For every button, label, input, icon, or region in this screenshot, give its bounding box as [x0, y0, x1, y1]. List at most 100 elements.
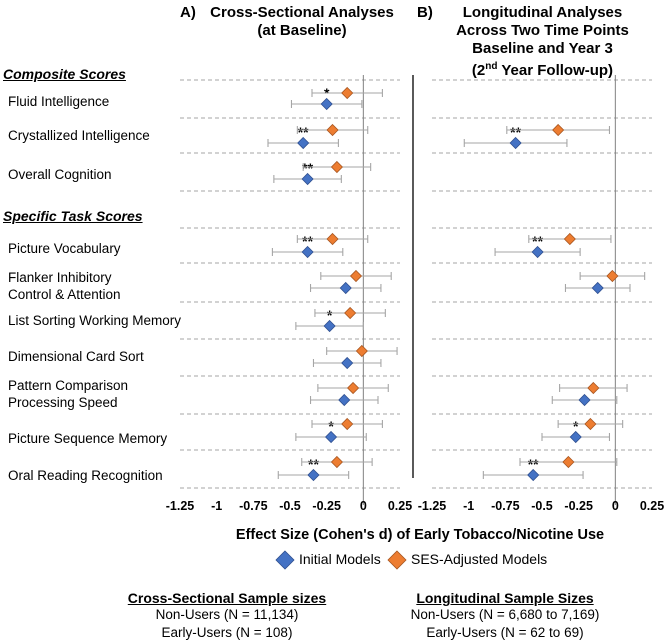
initial-model-point: [591, 281, 604, 295]
initial-model-point: [297, 136, 310, 150]
ses-model-point: [552, 123, 565, 137]
x-tick-label: -0.75: [239, 499, 268, 513]
ses-model-point: [326, 123, 339, 137]
ses-model-point: [330, 455, 343, 469]
long-sample-title: Longitudinal Sample Sizes: [416, 590, 594, 606]
significance-marker: *: [573, 418, 579, 434]
ses-model-point: [563, 232, 576, 246]
cross-sample-title: Cross-Sectional Sample sizes: [127, 590, 327, 606]
ses-model-point: [347, 381, 360, 395]
initial-model-point: [325, 430, 338, 444]
significance-marker: **: [528, 456, 539, 472]
ses-model-point: [584, 417, 597, 431]
row-label-overall: Overall Cognition: [8, 166, 112, 183]
panel-b-title-line1: Longitudinal Analyses: [462, 4, 623, 21]
row-label-text: Picture Vocabulary: [8, 241, 121, 256]
row-label-cardsort: Dimensional Card Sort: [8, 348, 144, 365]
long-early-users: Early-Users (N = 62 to 69): [426, 625, 584, 640]
x-tick-label: -1: [211, 499, 222, 513]
significance-marker: **: [308, 456, 319, 472]
x-tick-label: -0.5: [531, 499, 553, 513]
row-label-text: List Sorting Working Memory: [8, 313, 182, 328]
ses-model-point: [562, 455, 575, 469]
x-tick-label: 0.25: [640, 499, 664, 513]
initial-model-point: [509, 136, 522, 150]
panel-b-title-pre: (2: [471, 62, 486, 79]
row-label-text: Oral Reading Recognition: [8, 468, 163, 483]
ses-model-point: [587, 381, 600, 395]
x-tick-label: -0.5: [279, 499, 301, 513]
forest-plot: -1.25 -1 -0.75 -0.5 -0.25 0 0.25***********-1.…: [166, 75, 664, 513]
significance-marker: **: [302, 160, 313, 176]
initial-model-point: [307, 468, 320, 482]
row-label-text: Picture Sequence Memory: [8, 431, 168, 446]
ses-model-point: [326, 232, 339, 246]
cross-non-users: Non-Users (N = 11,134): [155, 607, 299, 622]
ses-model-point: [341, 417, 354, 431]
row-label-crystallized: Crystallized Intelligence: [8, 127, 150, 144]
x-tick-label: -1.25: [166, 499, 195, 513]
initial-model-point: [301, 172, 314, 186]
ses-model-point: [349, 269, 363, 283]
row-label-oral: Oral Reading Recognition: [8, 467, 163, 484]
row-label-text: Crystallized Intelligence: [8, 128, 150, 143]
row-label-text: Dimensional Card Sort: [8, 349, 144, 364]
initial-model-point: [339, 281, 352, 295]
panel-b-letter: B): [417, 4, 433, 21]
ses-model-point: [341, 86, 354, 100]
significance-marker: **: [298, 124, 309, 140]
row-label-text: Processing Speed: [8, 395, 118, 410]
x-tick-label: -0.25: [564, 499, 593, 513]
section-composite: Composite Scores: [3, 66, 126, 82]
initial-model-point: [531, 245, 544, 259]
panel-b-title-sup: nd: [485, 61, 498, 72]
legend-ses-label: SES-Adjusted Models: [411, 551, 548, 567]
x-tick-label: -1: [463, 499, 474, 513]
row-label-fluid: Fluid Intelligence: [8, 93, 109, 110]
panel-a-title-line1: Cross-Sectional Analyses: [210, 4, 394, 21]
row-label-pattern: Pattern Comparison Processing Speed: [8, 377, 128, 411]
panel-a-letter: A): [180, 4, 196, 21]
x-tick-label: -0.75: [491, 499, 520, 513]
x-tick-label: 0.25: [388, 499, 412, 513]
row-label-vocab: Picture Vocabulary: [8, 240, 121, 257]
significance-marker: **: [302, 233, 313, 249]
significance-marker: *: [328, 418, 334, 434]
ses-model-point: [355, 344, 368, 358]
row-label-text: Overall Cognition: [8, 167, 112, 182]
initial-model-point: [341, 356, 354, 370]
initial-model-point: [323, 319, 336, 333]
x-tick-label: 0: [612, 499, 619, 513]
section-specific: Specific Task Scores: [3, 208, 143, 224]
legend-ses-marker: [387, 550, 407, 570]
initial-model-point: [338, 393, 351, 407]
long-sample-block: Longitudinal Sample Sizes Non-Users (N =…: [385, 590, 625, 642]
row-label-listsort: List Sorting Working Memory: [8, 312, 181, 329]
row-label-text: Control & Attention: [8, 287, 121, 302]
panel-b-title-line4: (2nd Year Follow-up): [425, 58, 660, 80]
row-label-text: Flanker Inhibitory: [8, 270, 112, 285]
ses-model-point: [344, 306, 357, 320]
x-tick-label: -1.25: [418, 499, 447, 513]
panel-b-title-post: Year Follow-up): [497, 62, 614, 79]
panel-a-title-line2: (at Baseline): [257, 22, 347, 39]
legend-initial-label: Initial Models: [299, 551, 381, 567]
initial-model-point: [320, 97, 333, 111]
x-tick-label: 0: [360, 499, 367, 513]
panel-a-title: A) Cross-Sectional Analyses (at Baseline…: [180, 4, 400, 40]
cross-early-users: Early-Users (N = 108): [161, 625, 293, 640]
row-label-text: Pattern Comparison: [8, 378, 129, 393]
initial-model-point: [578, 393, 591, 407]
panel-b-title-line2: Across Two Time Points: [456, 22, 629, 39]
initial-model-point: [569, 430, 582, 444]
row-label-flanker: Flanker Inhibitory Control & Attention: [8, 269, 121, 303]
legend-initial-marker: [275, 550, 295, 570]
x-axis-title: Effect Size (Cohen's d) of Early Tobacco…: [235, 527, 605, 543]
legend: Initial Models SES-Adjusted Models: [275, 549, 655, 571]
ses-model-point: [606, 269, 619, 283]
x-tick-label: -0.25: [312, 499, 341, 513]
initial-model-point: [301, 245, 314, 259]
panel-b-title: B) Longitudinal Analyses Across Two Time…: [417, 4, 660, 80]
significance-marker: **: [510, 124, 521, 140]
row-label-picseq: Picture Sequence Memory: [8, 430, 167, 447]
